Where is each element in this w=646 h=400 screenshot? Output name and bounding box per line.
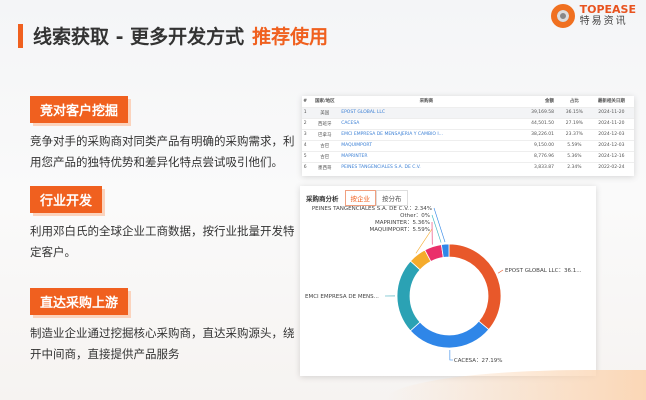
logo-en: TOPEASE (579, 3, 636, 16)
title-highlight: 推荐使用 (252, 26, 329, 48)
amount: 9,150.00 (511, 139, 561, 151)
share: 5.36% (560, 150, 589, 162)
country: 西班牙 (308, 117, 342, 129)
logo-icon (550, 4, 575, 28)
section-desc: 竞争对手的采购商对同类产品有明确的采购需求，利用您产品的独特优势和差异化特点尝试… (30, 134, 295, 169)
country: 古巴 (308, 139, 342, 151)
label-leader-line (431, 214, 442, 243)
title-text: 线索获取 - 更多开发方式 (33, 26, 245, 48)
column-header[interactable]: # (303, 98, 308, 104)
label-leader-line (449, 349, 453, 361)
table-row[interactable]: 5 古巴 MAPRINTER 8,776.96 5.36% 2024-12-16 (302, 150, 634, 162)
date: 2024-12-16 (588, 150, 634, 162)
page-title: 线索获取 - 更多开发方式 推荐使用 (18, 22, 328, 49)
amount: 3,833.87 (511, 161, 561, 173)
share: 23.37% (560, 128, 589, 140)
table-row[interactable]: 3 巴拿马 EMCI EMPRESA DE MENSAJERIA Y CAMBIO … (302, 128, 634, 140)
table-row[interactable]: 4 古巴 MAQUIMPORT 9,150.00 5.59% 2024-12-03 (302, 139, 634, 151)
row-index: 6 (302, 161, 309, 173)
section-tag: 竞对客户挖掘 (30, 96, 129, 123)
slice-label: PEINES TANGENCIALES S.A. DE C.V.：2.34% (312, 206, 432, 212)
label-leader-line (433, 207, 446, 243)
share: 2.34% (560, 161, 589, 173)
amount: 44,501.50 (511, 117, 561, 129)
buyer-link[interactable]: MAQUIMPORT (341, 139, 512, 151)
tab-by-company[interactable]: 按企业 (344, 190, 376, 206)
slice-label: MAPRINTER：5.36% (375, 220, 430, 226)
column-header[interactable]: 国家/地区 (314, 99, 335, 105)
buyer-table: # 国家/地区 采购商 金额 占比 最新相关日期 1 美国 EPOST GLOBAL LLC 39… (302, 96, 634, 173)
share: 5.59% (560, 139, 589, 151)
row-index: 5 (302, 150, 309, 162)
title-accent-bar (18, 23, 23, 48)
country: 墨西哥 (308, 161, 342, 173)
date: 2024-12-03 (588, 139, 634, 151)
buyer-link[interactable]: PEINES TANGENCIALES S.A. DE C.V. (341, 161, 512, 173)
share: 27.19% (560, 117, 589, 129)
buyer-link[interactable]: MAPRINTER (341, 150, 512, 162)
column-header[interactable]: 最新相关日期 (597, 99, 625, 105)
amount: 8,776.96 (511, 150, 561, 162)
row-index: 3 (302, 128, 309, 140)
buyer-analysis-card: 采购商分析 按企业 按分布 EPOST GLOBAL LLC：36.1... CACE… (300, 186, 596, 376)
share: 36.15% (560, 106, 589, 118)
section-industry: 行业开发利用邓白氏的全球企业工商数据，按行业批量开发特定客户。 (30, 186, 300, 263)
buyer-link[interactable]: EPOST GLOBAL LLC (341, 106, 512, 118)
row-index: 4 (302, 139, 309, 151)
section-tag: 直达采购上游 (30, 288, 129, 315)
slice-label: EMCI EMPRESA DE MENS... (305, 294, 379, 300)
table-row[interactable]: 6 墨西哥 PEINES TANGENCIALES S.A. DE C.V. 3,83… (302, 161, 634, 173)
donut-chart: EPOST GLOBAL LLC：36.1... CACESA：27.19% EMC… (305, 206, 582, 364)
buyer-table-card: # 国家/地区 采购商 金额 占比 最新相关日期 1 美国 EPOST GLOBAL LLC 39… (302, 96, 634, 176)
country: 美国 (308, 106, 342, 118)
country: 巴拿马 (308, 128, 342, 140)
section-competitor: 竞对客户挖掘竞争对手的采购商对同类产品有明确的采购需求，利用您产品的独特优势和差… (30, 96, 300, 173)
donut-slice[interactable] (448, 243, 502, 331)
column-header[interactable]: 采购商 (419, 99, 434, 105)
slice-label: EPOST GLOBAL LLC：36.1... (505, 268, 582, 274)
section-desc: 利用邓白氏的全球企业工商数据，按行业批量开发特定客户。 (30, 224, 295, 259)
chart-panel-title: 采购商分析 (306, 195, 339, 203)
column-header[interactable]: 占比 (569, 99, 579, 105)
section-tag: 行业开发 (30, 186, 103, 213)
slice-label: Other：0% (400, 213, 430, 219)
tab-by-distribution[interactable]: 按分布 (376, 190, 408, 206)
label-leader-line (415, 228, 433, 254)
row-index: 2 (302, 117, 309, 129)
table-row[interactable]: 1 美国 EPOST GLOBAL LLC 39,169.58 36.15% 2024-1… (302, 106, 634, 118)
date: 2024-11-20 (588, 106, 634, 118)
donut-slice[interactable] (396, 260, 421, 332)
donut-slice[interactable] (440, 243, 450, 258)
date: 2022-02-24 (588, 161, 634, 173)
buyer-link[interactable]: EMCI EMPRESA DE MENSAJERIA Y CAMBIO I... (341, 128, 512, 140)
column-header[interactable]: 金额 (545, 99, 555, 105)
label-leader-line (497, 269, 504, 274)
country: 古巴 (308, 150, 342, 162)
logo-cn: 特易资讯 (579, 16, 628, 27)
amount: 39,169.58 (511, 106, 561, 118)
buyer-link[interactable]: CACESA (341, 117, 512, 129)
slice-label: MAQUIMPORT：5.59% (369, 227, 430, 233)
date: 2024-11-20 (588, 117, 634, 129)
row-index: 1 (302, 106, 309, 118)
date: 2024-12-03 (588, 128, 634, 140)
section-desc: 制造业企业通过挖掘核心采购商，直达采购源头，绕开中间商，直接提供产品服务 (30, 326, 295, 361)
slice-label: CACESA：27.19% (454, 358, 503, 364)
amount: 38,226.01 (511, 128, 561, 140)
donut-slice[interactable] (409, 320, 490, 349)
topease-logo: TOPEASE 特易资讯 (550, 3, 636, 28)
section-upstream: 直达采购上游制造业企业通过挖掘核心采购商，直达采购源头，绕开中间商，直接提供产品… (30, 288, 300, 365)
table-row[interactable]: 2 西班牙 CACESA 44,501.50 27.19% 2024-11-20 (302, 117, 634, 129)
